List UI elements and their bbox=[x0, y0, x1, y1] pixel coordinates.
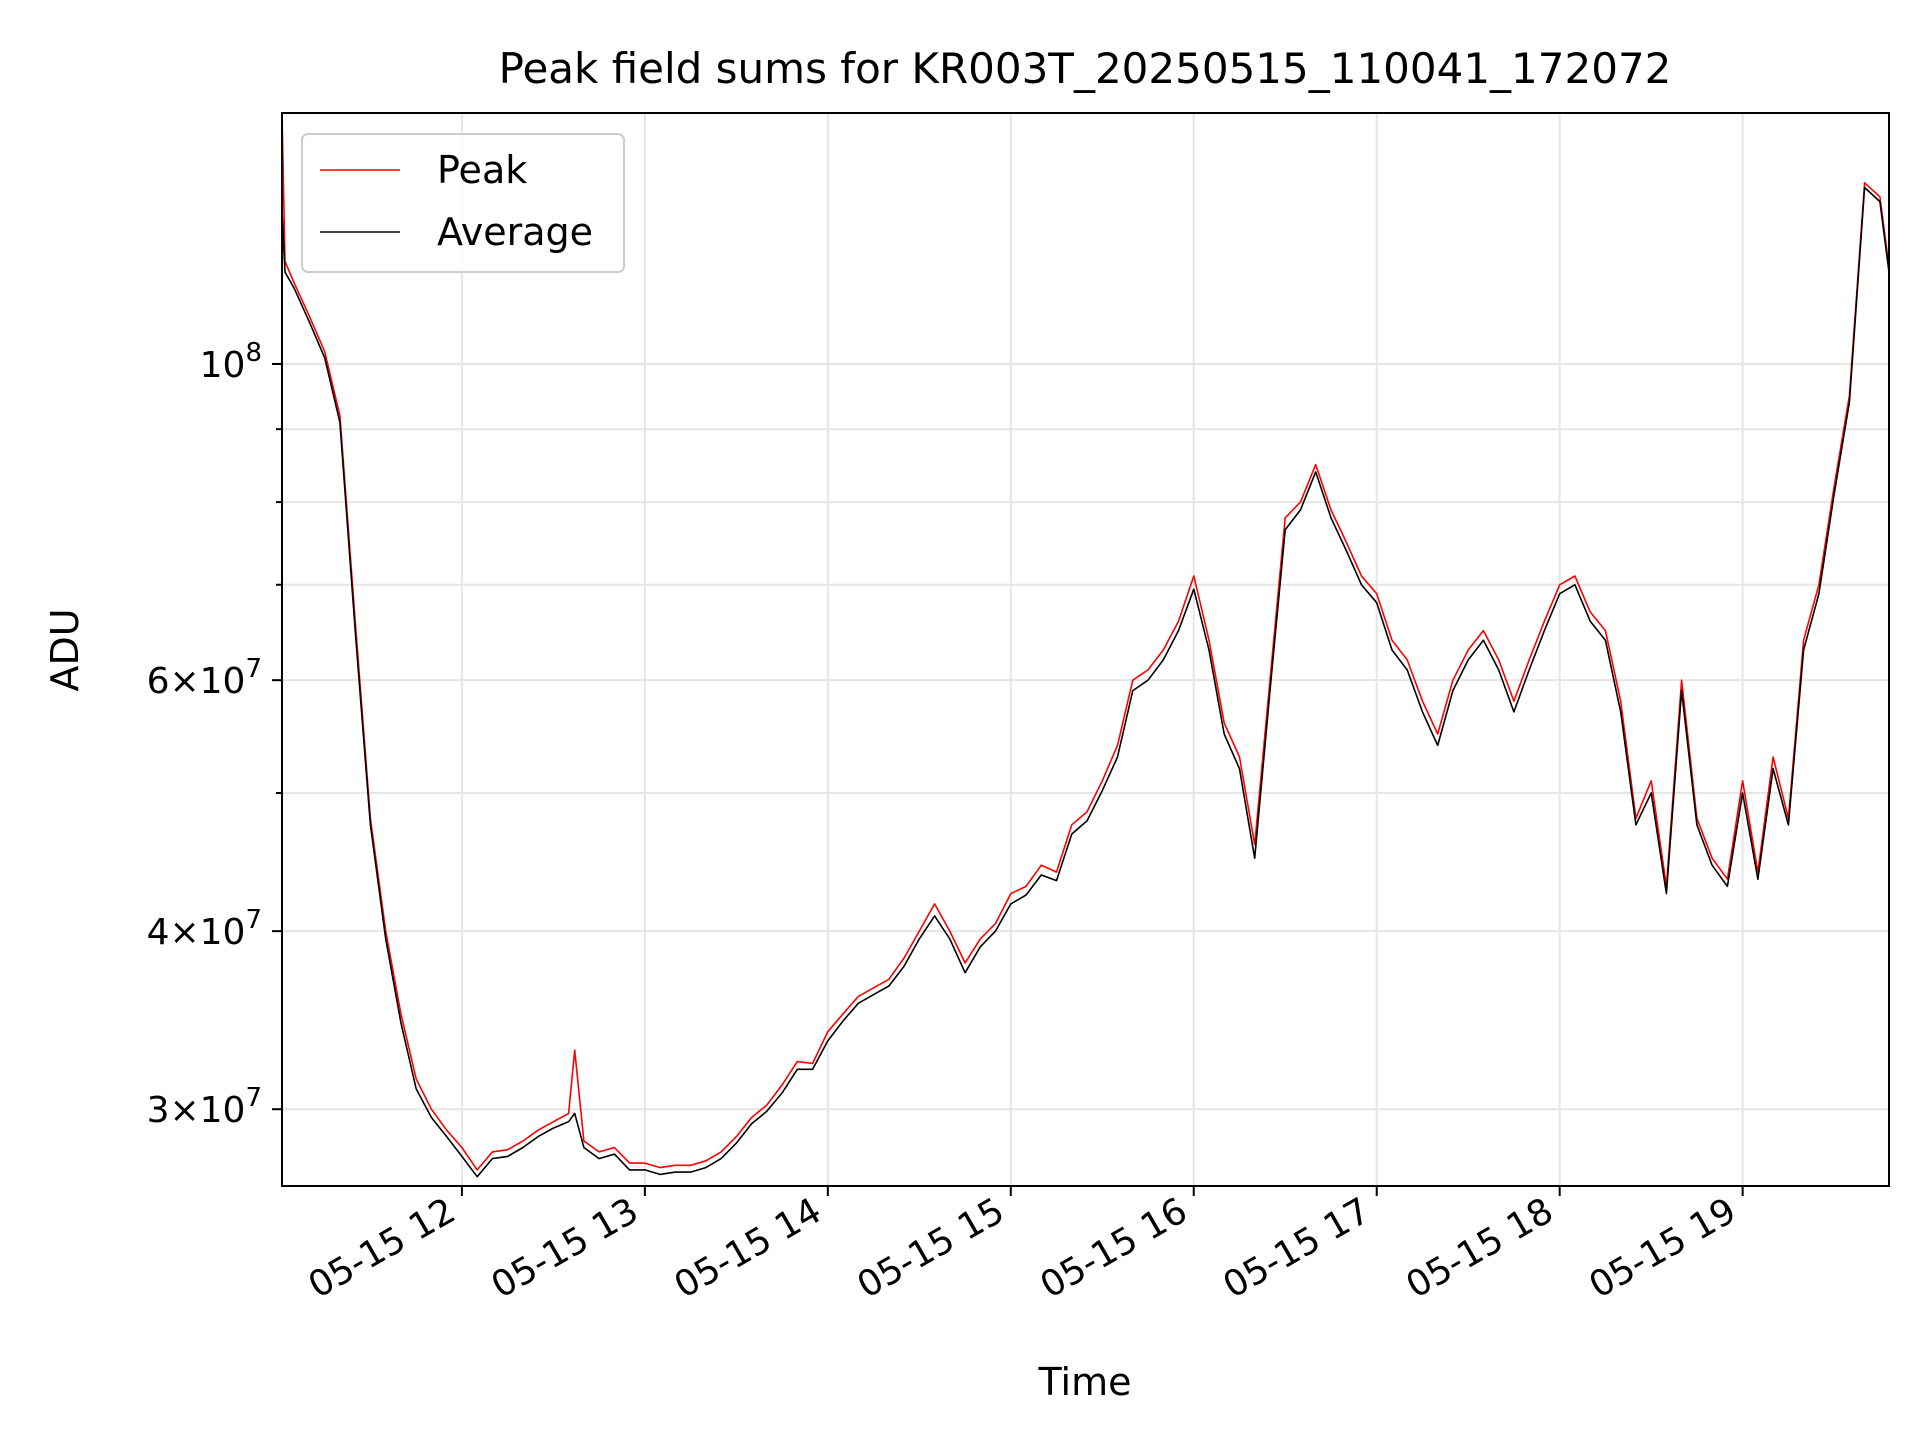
y-tick-label: 3×107 bbox=[147, 1083, 262, 1131]
plot-frame bbox=[281, 112, 1890, 1187]
y-tick-label: 4×107 bbox=[147, 905, 262, 953]
legend-label-peak: Peak bbox=[437, 148, 527, 192]
y-axis-label: ADU bbox=[43, 608, 87, 691]
series-line-peak bbox=[281, 112, 1890, 1171]
grid bbox=[282, 113, 1889, 1186]
y-tick-label: 6×107 bbox=[147, 654, 262, 702]
x-axis-label: Time bbox=[1038, 1360, 1132, 1404]
legend-label-average: Average bbox=[437, 210, 593, 254]
chart-title: Peak field sums for KR003T_20250515_1100… bbox=[499, 44, 1672, 93]
legend: Peak Average bbox=[301, 133, 625, 273]
series-group bbox=[281, 112, 1890, 1178]
series-line-average bbox=[281, 186, 1890, 1178]
y-tick-label: 108 bbox=[200, 338, 262, 386]
legend-box bbox=[301, 133, 625, 273]
